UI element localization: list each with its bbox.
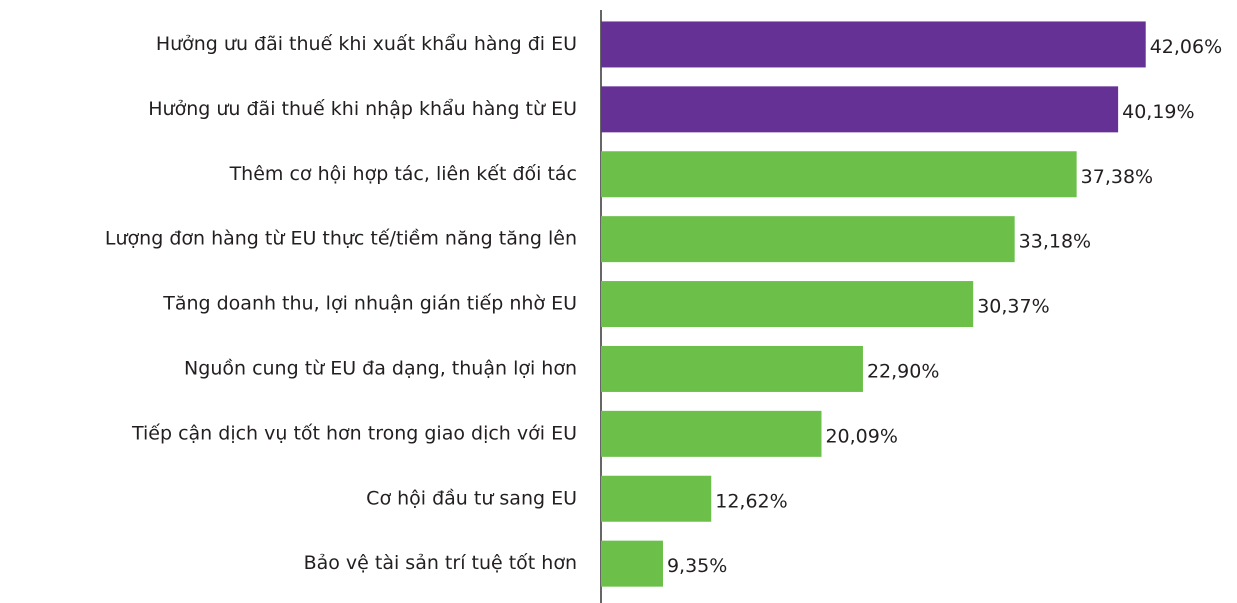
- bar: [601, 21, 1146, 68]
- bar: [601, 475, 712, 522]
- value-label: 20,09%: [825, 425, 897, 447]
- value-label: 12,62%: [715, 490, 787, 512]
- bar: [601, 410, 822, 457]
- bar: [601, 86, 1119, 133]
- bar: [601, 540, 663, 587]
- value-label: 30,37%: [977, 296, 1049, 318]
- value-label: 9,35%: [667, 555, 727, 577]
- category-label: Nguồn cung từ EU đa dạng, thuận lợi hơn: [184, 357, 577, 379]
- bar: [601, 345, 863, 392]
- category-label: Hưởng ưu đãi thuế khi xuất khẩu hàng đi …: [156, 33, 577, 55]
- value-label: 33,18%: [1019, 231, 1091, 253]
- bar: [601, 281, 974, 328]
- value-label: 40,19%: [1122, 101, 1194, 123]
- category-label: Hưởng ưu đãi thuế khi nhập khẩu hàng từ …: [148, 98, 577, 120]
- bar: [601, 151, 1077, 198]
- category-label: Bảo vệ tài sản trí tuệ tốt hơn: [304, 552, 577, 574]
- category-label: Cơ hội đầu tư sang EU: [366, 487, 577, 509]
- value-label: 42,06%: [1150, 36, 1222, 58]
- category-label: Tiếp cận dịch vụ tốt hơn trong giao dịch…: [131, 422, 577, 444]
- category-label: Lượng đơn hàng từ EU thực tế/tiềm năng t…: [105, 228, 577, 250]
- bar: [601, 216, 1015, 263]
- category-label: Thêm cơ hội hợp tác, liên kết đối tác: [229, 163, 577, 185]
- value-label: 37,38%: [1081, 166, 1153, 188]
- category-label: Tăng doanh thu, lợi nhuận gián tiếp nhờ …: [162, 293, 577, 315]
- value-label: 22,90%: [867, 360, 939, 382]
